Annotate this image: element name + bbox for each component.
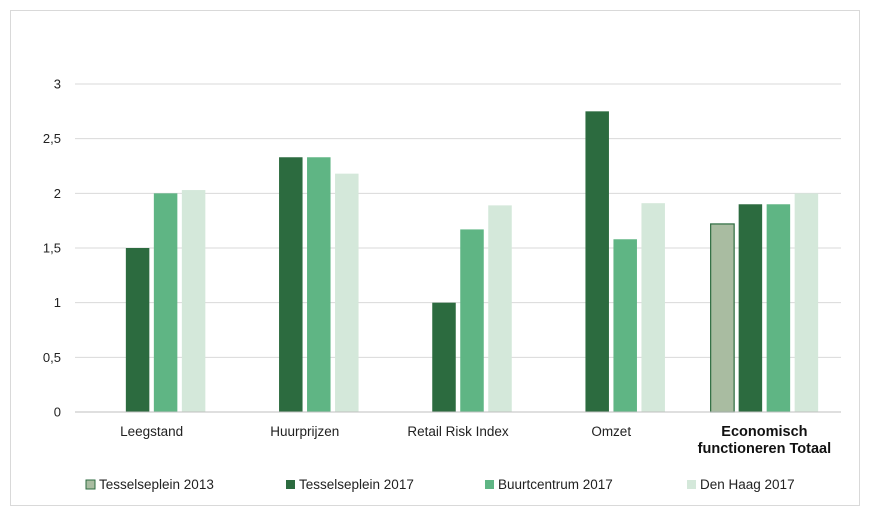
- legend-swatch-tesselseplein-2013: [85, 479, 96, 490]
- bar-buurtcentrum-2017-omzet: [613, 239, 637, 412]
- bar-tesselseplein-2017-omzet: [585, 111, 609, 412]
- bar-buurtcentrum-2017-leegstand: [153, 193, 178, 412]
- category-label: Omzet: [591, 424, 631, 439]
- y-tick-label: 2,5: [43, 131, 61, 146]
- bar-tesselseplein-2013-economisch-functioneren-totaal: [710, 223, 735, 413]
- legend-swatch-buurtcentrum-2017: [485, 480, 494, 489]
- bar-den-haag-2017-retail-risk-index: [488, 205, 512, 412]
- category-label: Huurprijzen: [270, 424, 339, 439]
- legend-label: Tesselseplein 2013: [99, 477, 214, 492]
- legend-label: Den Haag 2017: [700, 477, 795, 492]
- y-tick-label: 2: [54, 186, 61, 201]
- category-label: Retail Risk Index: [407, 424, 509, 439]
- bar-tesselseplein-2017-retail-risk-index: [432, 302, 456, 412]
- y-tick-label: 3: [54, 77, 61, 92]
- category-label: Economisch: [721, 424, 807, 440]
- y-tick-label: 0: [54, 405, 61, 420]
- legend-swatch-den-haag-2017: [687, 480, 696, 489]
- bar-den-haag-2017-omzet: [641, 203, 665, 412]
- bar-den-haag-2017-huurprijzen: [335, 173, 359, 412]
- y-tick-label: 1: [54, 295, 61, 310]
- bar-buurtcentrum-2017-retail-risk-index: [460, 229, 484, 412]
- bar-layer: [125, 111, 819, 413]
- legend: Tesselseplein 2013 Tesselseplein 2017 Buur…: [85, 477, 795, 492]
- bar-tesselseplein-2017-economisch-functioneren-totaal: [738, 204, 763, 412]
- bar-buurtcentrum-2017-huurprijzen: [307, 157, 331, 412]
- y-axis-ticks: 0 0,5 1 1,5 2 2,5 3: [43, 77, 61, 420]
- bar-den-haag-2017-economisch-functioneren-totaal: [794, 193, 819, 412]
- bar-den-haag-2017-leegstand: [181, 190, 206, 412]
- bar-tesselseplein-2017-leegstand: [125, 248, 150, 412]
- category-label: functioneren Totaal: [698, 441, 831, 457]
- legend-swatch-tesselseplein-2017: [286, 480, 295, 489]
- legend-label: Buurtcentrum 2017: [498, 477, 613, 492]
- category-label: Leegstand: [120, 424, 183, 439]
- legend-label: Tesselseplein 2017: [299, 477, 414, 492]
- chart-frame: 0 0,5 1 1,5 2 2,5 3 Leegstand Huurprijzen Retail…: [10, 10, 860, 506]
- y-tick-label: 0,5: [43, 350, 61, 365]
- category-labels: Leegstand Huurprijzen Retail Risk Index Omz…: [120, 424, 831, 457]
- chart-svg: 0 0,5 1 1,5 2 2,5 3 Leegstand Huurprijzen Retail…: [43, 77, 841, 492]
- bar-buurtcentrum-2017-economisch-functioneren-totaal: [766, 204, 791, 412]
- bar-tesselseplein-2017-huurprijzen: [279, 157, 303, 412]
- y-tick-label: 1,5: [43, 241, 61, 256]
